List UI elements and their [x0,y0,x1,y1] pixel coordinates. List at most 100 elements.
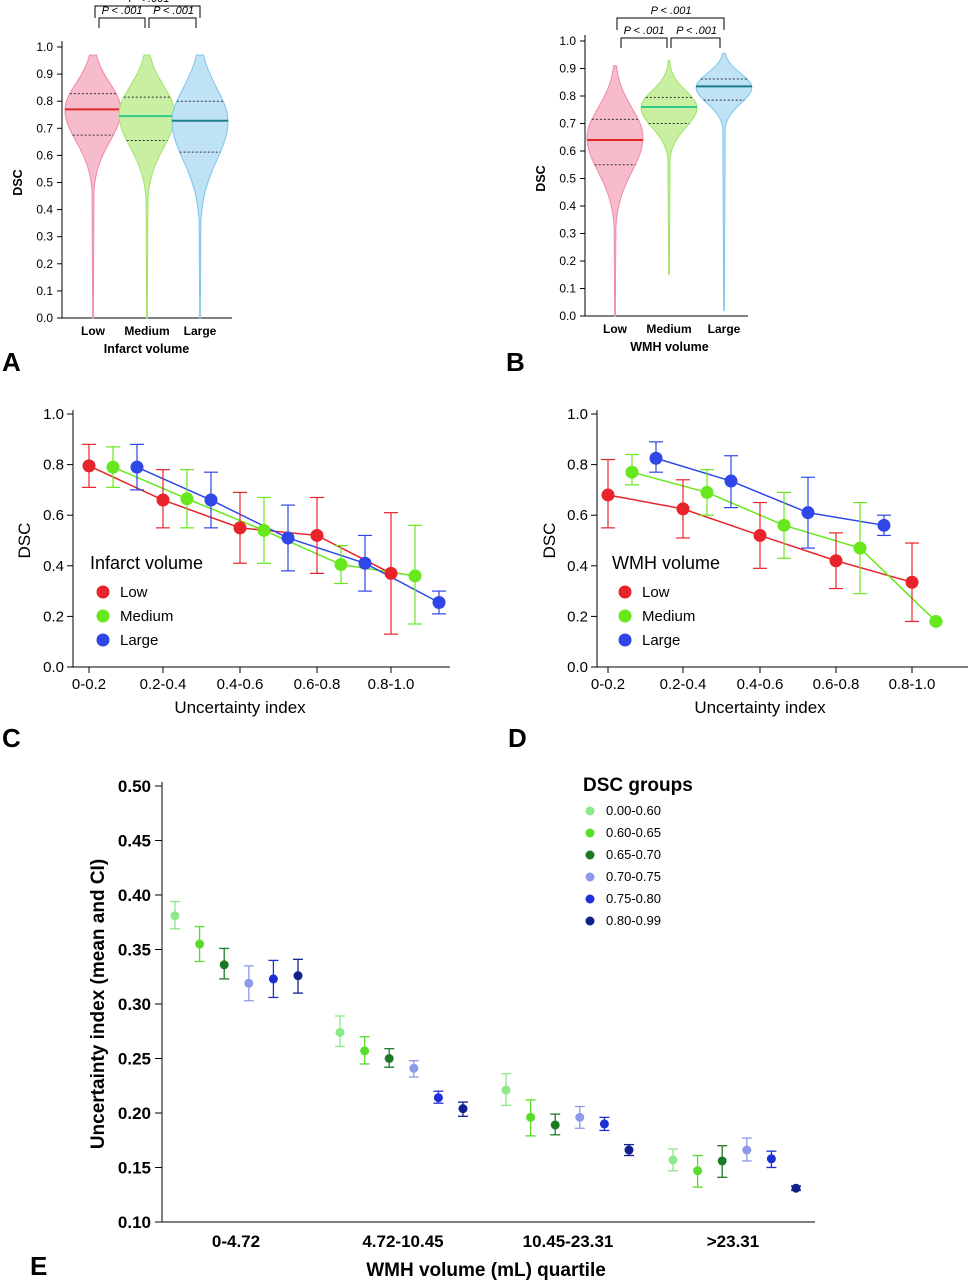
y-tick-label: 0.4 [567,558,588,575]
x-tick-label: 4.72-10.45 [362,1232,443,1251]
data-point-medium [258,524,271,537]
y-tick-label: 1.0 [36,40,53,54]
panel-d: 0.0 0.2 0.4 0.6 0.8 1.0 0-0.2 0.2-0.4 0.4-0.6 0.6… [508,406,968,753]
data-point-large [433,596,446,609]
legend-marker [97,586,110,599]
data-point-medium [854,542,867,555]
series-line-large [656,458,884,525]
data-point [792,1184,801,1193]
sig-bracket [671,38,720,48]
data-point-medium [409,569,422,582]
y-tick-label: 0.7 [36,121,53,135]
x-tick-label: 0-0.2 [72,676,106,693]
data-point [459,1104,468,1113]
data-point [625,1146,634,1155]
data-point-low [83,459,96,472]
panel-b: 0.0 0.1 0.2 0.3 0.4 0.5 0.6 0.7 0.8 0.9 1.0 Low Medi… [506,5,752,377]
y-tick-label: 0.0 [36,311,53,325]
y-tick-label: 1.0 [559,34,576,48]
x-tick-label: 0.8-1.0 [368,676,415,693]
x-axis-title: Uncertainty index [174,698,306,717]
data-point-medium [107,461,120,474]
legend-label: 0.00-0.60 [606,803,661,818]
x-tick-label: 0.8-1.0 [889,676,936,693]
data-point [718,1156,727,1165]
y-tick-label: 0.30 [118,995,151,1014]
legend-title: DSC groups [583,775,693,796]
data-point-large [878,519,891,532]
violin-large [696,53,752,310]
legend-marker [586,807,595,816]
y-tick-label: 0.2 [36,257,53,271]
legend-label: Medium [642,608,695,625]
sig-label: P < .001 [102,5,143,17]
x-axis-title: WMH volume [630,340,709,354]
data-point [244,979,253,988]
data-point-large [802,506,815,519]
legend-marker [586,917,595,926]
legend-marker [586,829,595,838]
y-tick-label: 0.3 [559,227,576,241]
y-tick-label: 0.0 [559,309,576,323]
violin-low [65,55,121,318]
legend-label: Medium [120,608,173,625]
y-tick-label: 0.4 [559,199,576,213]
y-tick-label: 0.2 [567,608,588,625]
legend-label: 0.65-0.70 [606,847,661,862]
data-point-low [385,567,398,580]
legend-marker [97,610,110,623]
x-tick-label: 10.45-23.31 [523,1232,614,1251]
x-tick-label: Large [708,322,741,336]
data-point [551,1120,560,1129]
y-axis-title: Uncertainty index (mean and CI) [88,859,109,1149]
data-point [434,1093,443,1102]
legend-marker [586,895,595,904]
data-point-low [830,554,843,567]
y-tick-label: 0.0 [567,659,588,676]
data-point-medium [626,466,639,479]
y-tick-label: 0.15 [118,1159,151,1178]
y-tick-label: 0.6 [559,144,576,158]
data-point [269,974,278,983]
data-point [220,960,229,969]
y-tick-label: 0.4 [43,558,64,575]
legend-marker [619,586,632,599]
y-tick-label: 0.40 [118,886,151,905]
y-tick-label: 0.4 [36,203,53,217]
x-tick-label: Low [81,324,106,338]
x-tick-label: Medium [646,322,691,336]
legend-title: Infarct volume [90,553,203,573]
panel-letter: D [508,723,527,753]
data-point [502,1086,511,1095]
y-tick-label: 0.8 [43,457,64,474]
data-point [600,1119,609,1128]
figure: 0.00.10.20.30.40.50.60.70.80.91.0Low Medi… [0,0,975,1280]
sig-bracket [149,18,196,28]
data-point-large [650,452,663,465]
data-point [171,911,180,920]
legend-label: Low [120,584,148,601]
y-tick-label: 0.1 [36,284,53,298]
sig-bracket [99,18,145,28]
x-axis-title: Uncertainty index [694,698,826,717]
legend-label: Large [642,632,680,649]
y-tick-label: 1.0 [43,406,64,423]
data-point-low [754,529,767,542]
legend-label: 0.80-0.99 [606,913,661,928]
legend-marker [97,634,110,647]
x-tick-label: Medium [124,324,169,338]
violin-large [172,55,228,318]
x-tick-label: 0.2-0.4 [140,676,187,693]
sig-label: P < .001 [676,25,717,37]
data-point [294,971,303,980]
legend-label: 0.75-0.80 [606,891,661,906]
panel-letter: C [2,723,21,753]
panel-letter: A [2,347,21,377]
x-tick-label: 0-4.72 [212,1232,260,1251]
data-point-large [725,475,738,488]
x-tick-label: Large [184,324,217,338]
y-axis-title: DSC [534,165,548,191]
data-point [669,1155,678,1164]
data-point-low [906,576,919,589]
x-tick-label: Low [603,322,628,336]
